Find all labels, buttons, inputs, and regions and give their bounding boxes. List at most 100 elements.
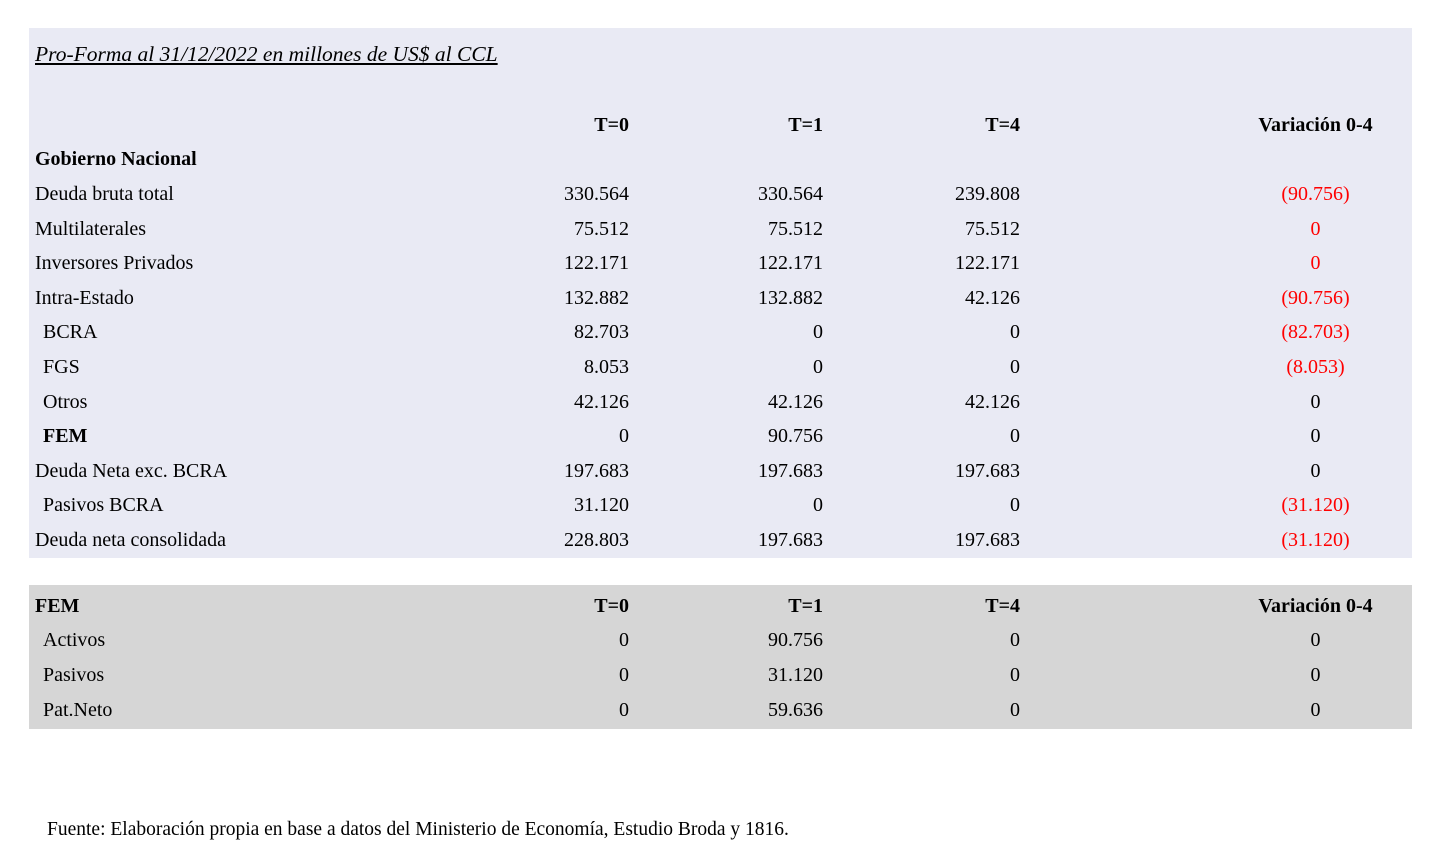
- table-row: FGS 8.053 0 0 (8.053): [29, 350, 1412, 385]
- cell-t0: 75.512: [574, 217, 629, 240]
- cell-t4: 197.683: [955, 528, 1020, 551]
- cell-t0: 228.803: [564, 528, 629, 551]
- table-row: Deuda neta consolidada 228.803 197.683 1…: [29, 523, 1412, 558]
- spacer-cell: [1026, 454, 1219, 489]
- spacer-cell: [1026, 108, 1219, 143]
- cell-t4: 0: [1010, 321, 1020, 344]
- title-gap: [29, 72, 1412, 108]
- cell-t1: 132.882: [758, 286, 823, 309]
- cell-t0: 330.564: [564, 182, 629, 205]
- row-label: Multilaterales: [35, 217, 147, 240]
- cell-t1: 0: [813, 355, 823, 378]
- row-label: Gobierno Nacional: [35, 148, 197, 171]
- cell-variation: (90.756): [1281, 182, 1350, 205]
- spacer-cell: [1026, 419, 1219, 454]
- fem-table-section: FEM T=0 T=1 T=4 Variación 0-4 Activos 0 …: [29, 585, 1412, 730]
- table-row: Pat.Neto 0 59.636 0 0: [29, 693, 1412, 728]
- header-t4: T=4: [985, 113, 1020, 136]
- cell-t4: 122.171: [955, 252, 1020, 275]
- row-label: Deuda neta consolidada: [35, 528, 227, 551]
- cell-t0: [380, 143, 635, 178]
- cell-variation: 0: [1310, 217, 1321, 240]
- cell-t1: 90.756: [768, 425, 823, 448]
- spacer-cell: [1026, 589, 1219, 624]
- spacer-cell: [1026, 316, 1219, 351]
- spacer-cell: [1026, 350, 1219, 385]
- spacer-cell: [1026, 246, 1219, 281]
- header-t0: T=0: [594, 113, 629, 136]
- cell-t1: 75.512: [768, 217, 823, 240]
- row-label: FGS: [43, 355, 80, 378]
- cell-t4: 239.808: [955, 182, 1020, 205]
- row-label: Pasivos BCRA: [43, 494, 164, 517]
- spacer-cell: [1026, 143, 1219, 178]
- cell-variation: 0: [1310, 252, 1321, 275]
- row-label: Deuda Neta exc. BCRA: [35, 459, 228, 482]
- cell-t0: 0: [619, 698, 629, 721]
- cell-t4: 197.683: [955, 459, 1020, 482]
- cell-variation: (82.703): [1281, 321, 1350, 344]
- cell-variation: (31.120): [1281, 528, 1350, 551]
- fem-table: FEM T=0 T=1 T=4 Variación 0-4 Activos 0 …: [29, 589, 1412, 727]
- cell-t1: 42.126: [768, 390, 823, 413]
- table-row: Activos 0 90.756 0 0: [29, 624, 1412, 659]
- table-row: Pasivos 0 31.120 0 0: [29, 658, 1412, 693]
- cell-t0: 132.882: [564, 286, 629, 309]
- cell-variation: (8.053): [1286, 355, 1345, 378]
- cell-t4: 0: [1010, 355, 1020, 378]
- header-variation: Variación 0-4: [1258, 113, 1373, 136]
- cell-t0: 31.120: [574, 494, 629, 517]
- table-header-row: T=0 T=1 T=4 Variación 0-4: [29, 108, 1412, 143]
- table-row: Intra-Estado 132.882 132.882 42.126 (90.…: [29, 281, 1412, 316]
- cell-t0: 0: [619, 663, 629, 686]
- cell-t1: 122.171: [758, 252, 823, 275]
- table-title: Pro-Forma al 31/12/2022 en millones de U…: [35, 42, 498, 66]
- cell-t0: 0: [619, 425, 629, 448]
- cell-t4: [829, 143, 1026, 178]
- cell-variation: (90.756): [1281, 286, 1350, 309]
- cell-t4: 75.512: [965, 217, 1020, 240]
- header-t0: T=0: [594, 594, 629, 617]
- cell-t1: 90.756: [768, 629, 823, 652]
- cell-t1: 59.636: [768, 698, 823, 721]
- header-t4: T=4: [985, 594, 1020, 617]
- cell-t4: 0: [1010, 629, 1020, 652]
- cell-t4: 0: [1010, 425, 1020, 448]
- cell-t0: 122.171: [564, 252, 629, 275]
- cell-t4: 0: [1010, 494, 1020, 517]
- fem-header-row: FEM T=0 T=1 T=4 Variación 0-4: [29, 589, 1412, 624]
- cell-variation: 0: [1310, 629, 1321, 652]
- row-label: Activos: [43, 629, 106, 652]
- cell-t1: [635, 143, 829, 178]
- spacer-cell: [1026, 212, 1219, 247]
- row-label: Deuda bruta total: [35, 182, 174, 205]
- spacer-cell: [1026, 693, 1219, 728]
- cell-t0: 197.683: [564, 459, 629, 482]
- spacer-cell: [1026, 523, 1219, 558]
- gobierno-nacional-table: T=0 T=1 T=4 Variación 0-4 Gobierno Nacio…: [29, 108, 1412, 558]
- table-row: Deuda bruta total 330.564 330.564 239.80…: [29, 177, 1412, 212]
- cell-t4: 0: [1010, 663, 1020, 686]
- table-row: Multilaterales 75.512 75.512 75.512 0: [29, 212, 1412, 247]
- cell-variation: 0: [1310, 390, 1321, 413]
- cell-t1: 31.120: [768, 663, 823, 686]
- spacer-cell: [1026, 177, 1219, 212]
- table-row: Pasivos BCRA 31.120 0 0 (31.120): [29, 489, 1412, 524]
- cell-t0: 42.126: [574, 390, 629, 413]
- spacer-cell: [1026, 489, 1219, 524]
- table-row: BCRA 82.703 0 0 (82.703): [29, 316, 1412, 351]
- table-row: FEM 0 90.756 0 0: [29, 419, 1412, 454]
- row-label: Pat.Neto: [43, 698, 113, 721]
- cell-t4: 0: [1010, 698, 1020, 721]
- fem-header-label: FEM: [35, 594, 80, 617]
- cell-variation: [1219, 143, 1412, 178]
- row-label: FEM: [43, 425, 88, 448]
- cell-variation: (31.120): [1281, 494, 1350, 517]
- cell-t0: 8.053: [584, 355, 629, 378]
- row-label: Inversores Privados: [35, 252, 194, 275]
- table-row: Deuda Neta exc. BCRA 197.683 197.683 197…: [29, 454, 1412, 489]
- spacer-cell: [1026, 385, 1219, 420]
- cell-variation: 0: [1310, 425, 1321, 448]
- header-label-cell: [29, 108, 380, 143]
